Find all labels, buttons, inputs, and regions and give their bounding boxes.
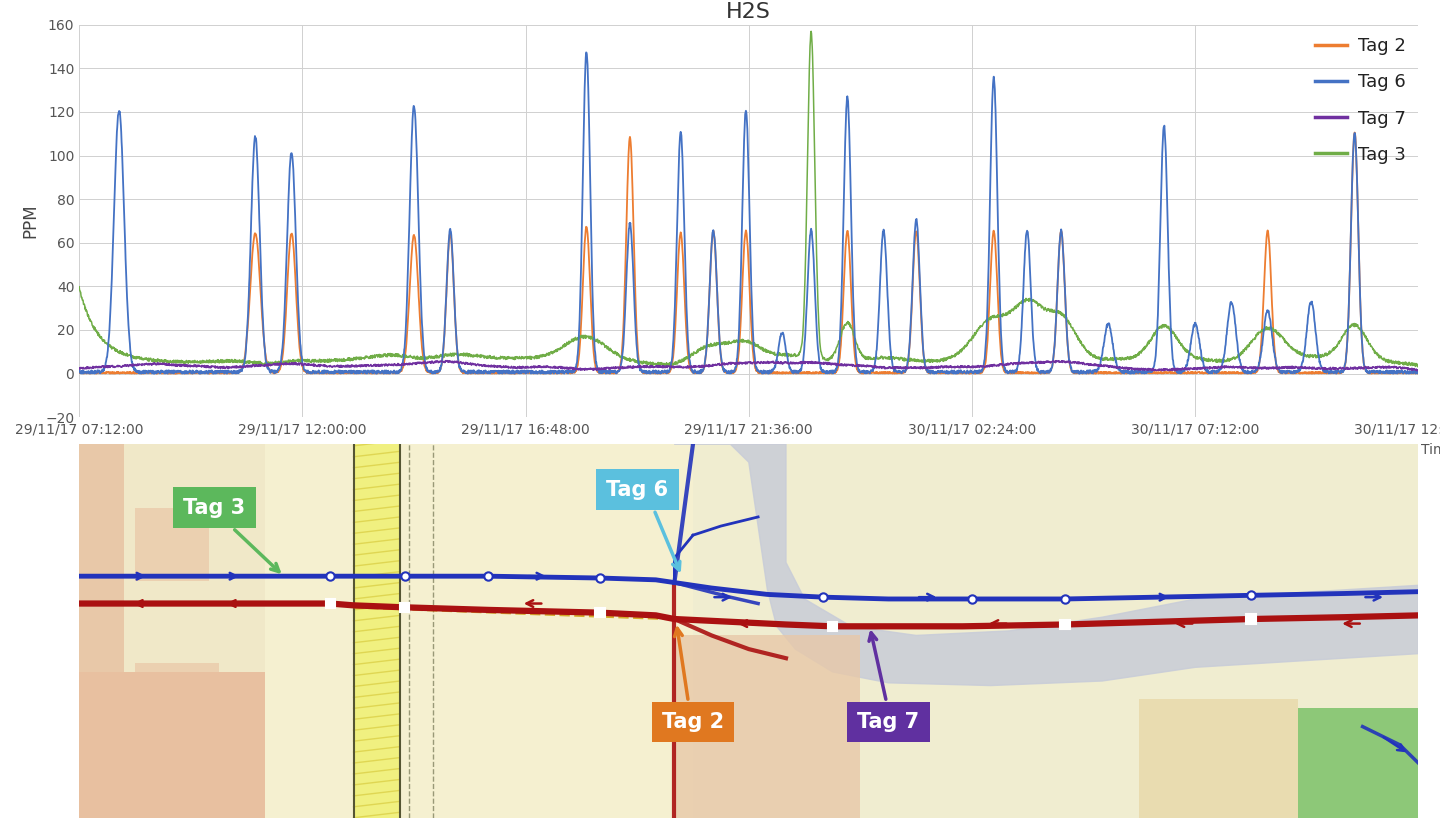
Text: Tag 7: Tag 7 <box>857 712 919 732</box>
Bar <box>1060 620 1070 629</box>
Bar <box>674 635 861 818</box>
Y-axis label: PPM: PPM <box>22 204 40 238</box>
Bar <box>79 672 294 818</box>
Bar <box>354 444 400 818</box>
Text: Tag 2: Tag 2 <box>662 712 724 732</box>
Text: Tag 6: Tag 6 <box>606 480 668 500</box>
Bar <box>135 662 219 754</box>
Bar <box>79 444 124 818</box>
Bar <box>135 508 209 581</box>
Bar <box>828 622 837 631</box>
Bar <box>693 444 1418 818</box>
Legend: Tag 2, Tag 6, Tag 7, Tag 3: Tag 2, Tag 6, Tag 7, Tag 3 <box>1308 31 1413 171</box>
Text: Time: Time <box>1421 443 1440 457</box>
Bar <box>1297 709 1418 818</box>
Text: Tag 3: Tag 3 <box>183 498 245 518</box>
Bar <box>1297 709 1418 818</box>
Bar <box>325 599 336 608</box>
Bar <box>1139 700 1297 818</box>
Polygon shape <box>674 444 1418 686</box>
Bar <box>400 603 409 612</box>
Bar <box>1247 615 1256 624</box>
Bar <box>265 444 693 818</box>
Bar <box>595 608 605 617</box>
Title: H2S: H2S <box>726 2 772 21</box>
